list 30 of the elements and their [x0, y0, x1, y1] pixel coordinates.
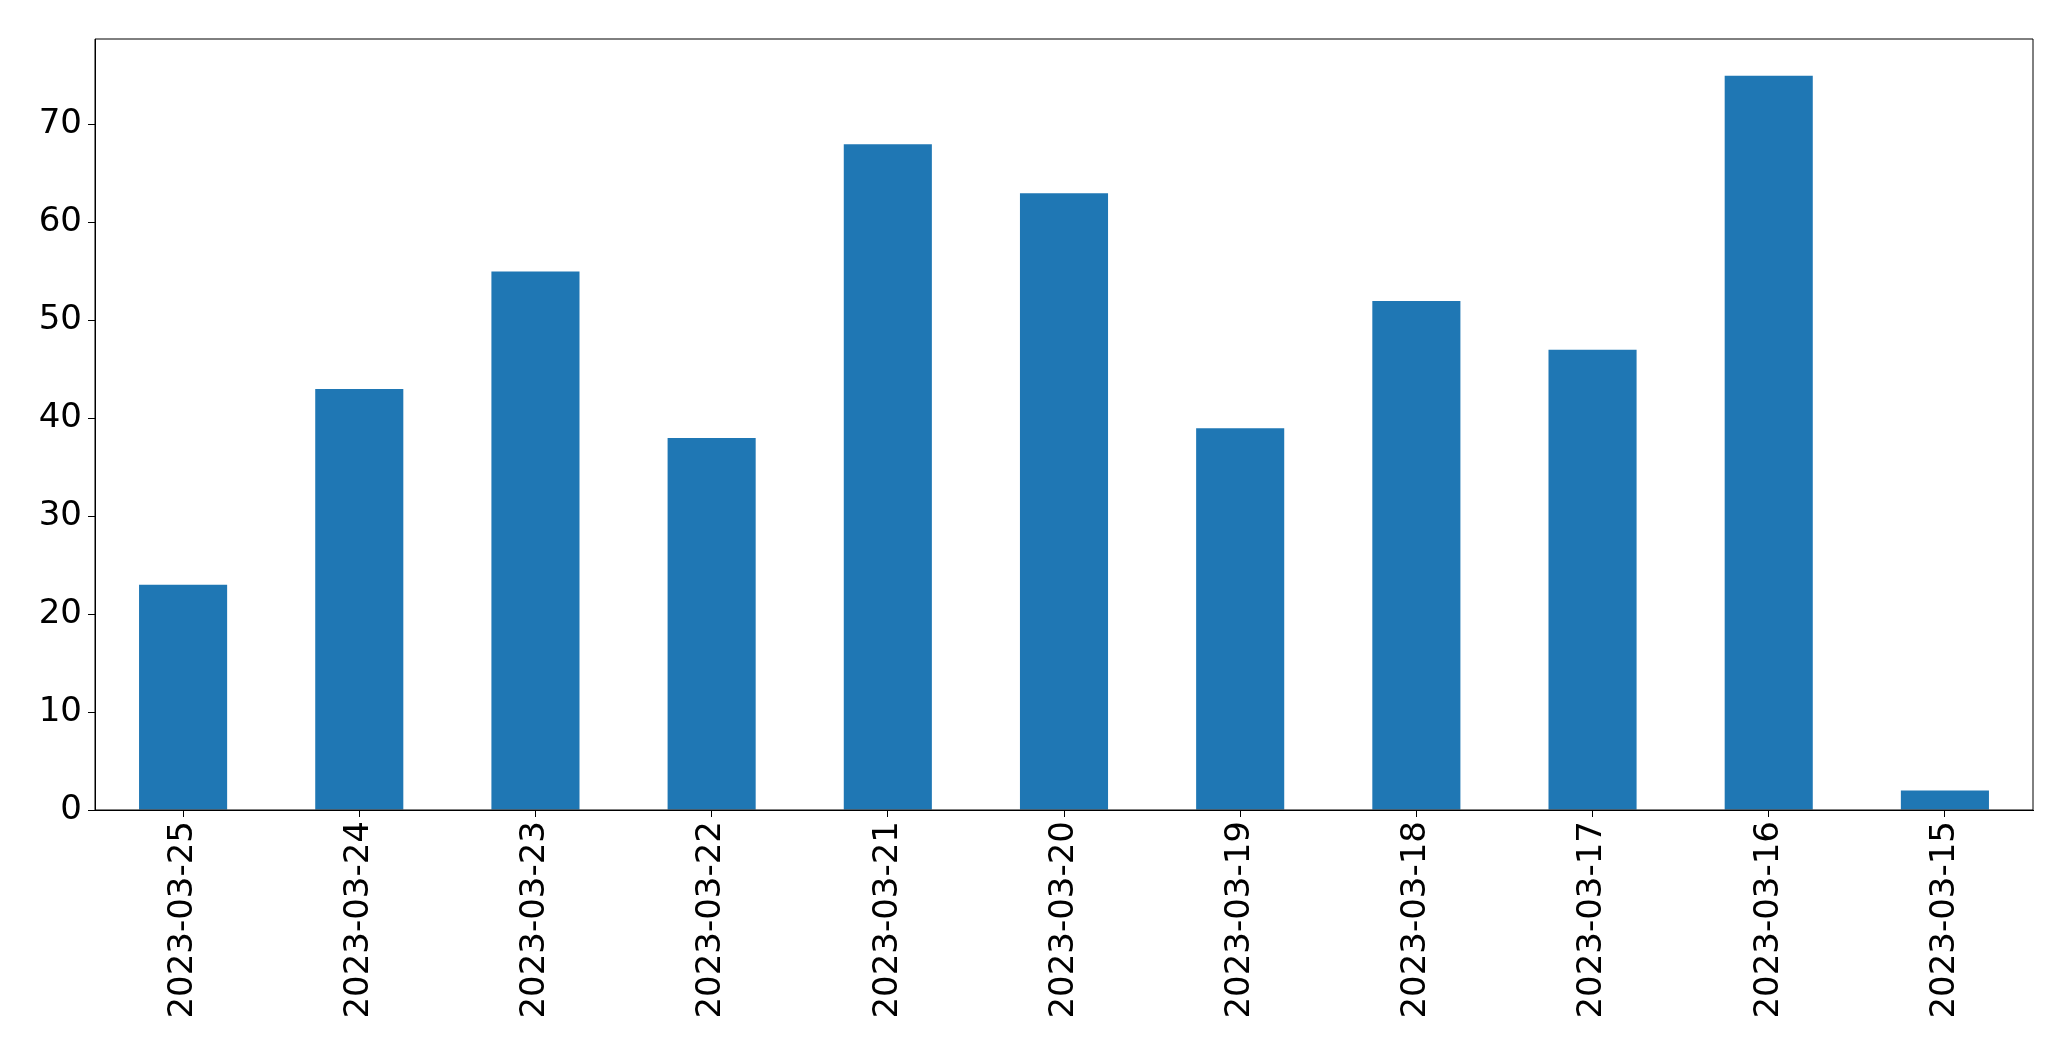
bar — [667, 437, 756, 810]
x-tick-label: 2023-03-17 — [1569, 821, 1610, 1019]
y-tick-label: 20 — [38, 591, 82, 632]
x-tick-label: 2023-03-25 — [159, 821, 200, 1019]
bar — [1548, 349, 1637, 810]
x-tick-label: 2023-03-20 — [1040, 821, 1081, 1019]
x-tick-label: 2023-03-19 — [1217, 821, 1258, 1019]
x-tick-label: 2023-03-21 — [864, 821, 905, 1019]
y-tick-label: 0 — [60, 786, 82, 827]
y-tick-label: 30 — [38, 493, 82, 534]
bar — [843, 144, 932, 810]
bar — [1019, 193, 1109, 810]
y-tick-label: 40 — [38, 395, 82, 436]
bar — [1196, 428, 1285, 810]
y-tick-label: 60 — [38, 199, 82, 240]
x-tick-label: 2023-03-24 — [336, 821, 377, 1019]
y-tick-label: 70 — [38, 101, 82, 142]
x-tick-label: 2023-03-15 — [1921, 821, 1962, 1019]
bar — [139, 584, 228, 810]
bar — [1900, 790, 1989, 810]
bar — [491, 271, 580, 810]
bar — [1372, 300, 1461, 810]
x-tick-label: 2023-03-18 — [1393, 821, 1434, 1019]
y-tick-label: 50 — [38, 297, 82, 338]
y-tick-label: 10 — [38, 688, 82, 729]
x-tick-label: 2023-03-22 — [688, 821, 729, 1019]
bar — [315, 389, 404, 810]
bar — [1724, 75, 1813, 810]
x-tick-label: 2023-03-23 — [512, 821, 553, 1019]
x-tick-label: 2023-03-16 — [1745, 821, 1786, 1019]
